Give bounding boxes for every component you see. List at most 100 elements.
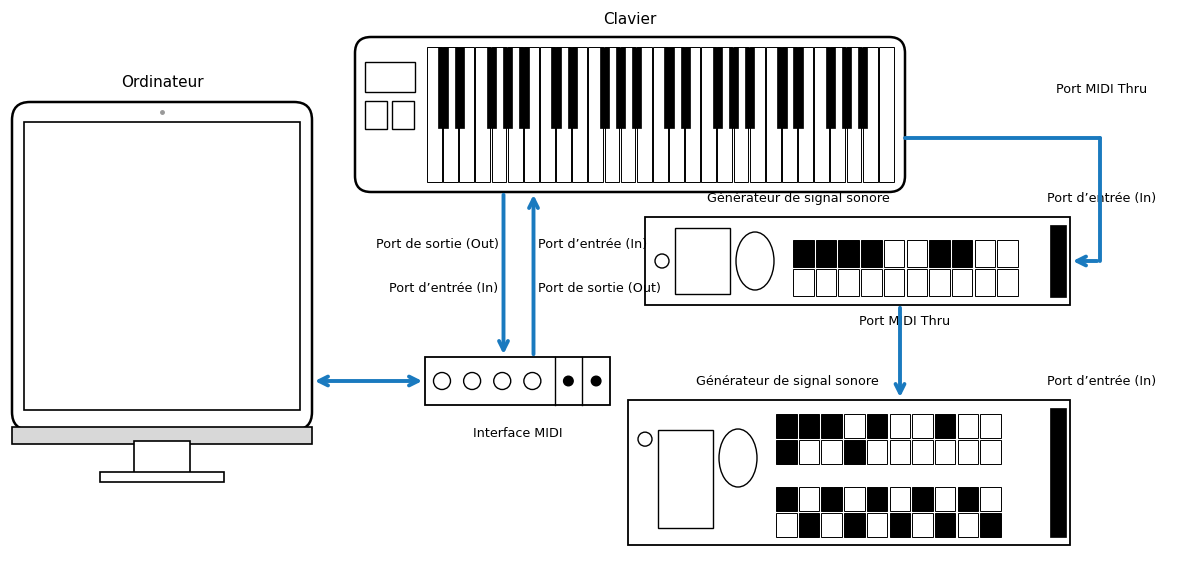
Bar: [929, 240, 950, 267]
Bar: [100, 472, 224, 482]
Circle shape: [592, 376, 601, 386]
Bar: [1050, 408, 1066, 537]
Bar: [958, 414, 978, 438]
Bar: [952, 240, 972, 267]
Text: Port d’entrée (In): Port d’entrée (In): [1048, 192, 1156, 205]
Text: Interface MIDI: Interface MIDI: [472, 427, 562, 440]
Bar: [816, 240, 836, 267]
Bar: [867, 441, 887, 464]
Bar: [766, 47, 781, 182]
Bar: [491, 47, 507, 182]
Text: Port de sortie (Out): Port de sortie (Out): [539, 282, 661, 295]
Bar: [459, 47, 474, 182]
Bar: [844, 487, 864, 511]
Bar: [798, 441, 820, 464]
Bar: [815, 47, 829, 182]
Bar: [839, 240, 859, 267]
Bar: [912, 487, 933, 511]
Text: Port MIDI Thru: Port MIDI Thru: [860, 315, 951, 328]
Bar: [702, 47, 716, 182]
Bar: [1050, 225, 1066, 297]
Bar: [980, 441, 1000, 464]
Bar: [750, 47, 764, 182]
Bar: [997, 240, 1018, 267]
FancyBboxPatch shape: [12, 102, 312, 430]
Bar: [588, 47, 603, 182]
Bar: [997, 269, 1018, 296]
Ellipse shape: [736, 232, 774, 290]
Bar: [428, 47, 442, 182]
Bar: [980, 414, 1000, 438]
Bar: [958, 487, 978, 511]
Bar: [503, 47, 513, 128]
Bar: [792, 240, 814, 267]
Bar: [776, 414, 796, 438]
Bar: [665, 47, 673, 128]
Bar: [365, 62, 415, 92]
Bar: [935, 414, 955, 438]
Bar: [822, 414, 842, 438]
Text: Port d’entrée (In): Port d’entrée (In): [1048, 375, 1156, 388]
Bar: [912, 414, 933, 438]
Circle shape: [563, 376, 573, 386]
Circle shape: [655, 254, 668, 268]
Bar: [782, 47, 797, 182]
Bar: [670, 47, 684, 182]
Bar: [573, 47, 587, 182]
FancyBboxPatch shape: [355, 37, 905, 192]
Bar: [568, 47, 578, 128]
Bar: [508, 47, 522, 182]
Bar: [844, 414, 864, 438]
Bar: [844, 513, 864, 537]
Bar: [605, 47, 619, 182]
Bar: [540, 47, 555, 182]
Bar: [907, 269, 927, 296]
Bar: [889, 414, 911, 438]
Bar: [839, 269, 859, 296]
Bar: [822, 487, 842, 511]
Bar: [844, 441, 864, 464]
Circle shape: [433, 373, 450, 390]
Bar: [952, 269, 972, 296]
Bar: [794, 47, 803, 128]
Bar: [685, 47, 700, 182]
Bar: [792, 269, 814, 296]
Text: Ordinateur: Ordinateur: [120, 75, 203, 90]
Bar: [867, 513, 887, 537]
Bar: [133, 441, 190, 476]
Bar: [713, 47, 722, 128]
Circle shape: [638, 432, 652, 446]
Bar: [637, 47, 652, 182]
Bar: [798, 47, 813, 182]
Bar: [883, 269, 905, 296]
Bar: [425, 357, 611, 405]
Bar: [861, 240, 881, 267]
Bar: [520, 47, 529, 128]
Bar: [980, 487, 1000, 511]
Bar: [24, 122, 300, 410]
Circle shape: [464, 373, 481, 390]
Bar: [907, 240, 927, 267]
Bar: [929, 269, 950, 296]
Bar: [628, 400, 1070, 545]
Bar: [912, 513, 933, 537]
Bar: [600, 47, 609, 128]
Bar: [392, 101, 415, 129]
Bar: [879, 47, 894, 182]
Text: Port de sortie (Out): Port de sortie (Out): [376, 239, 498, 252]
Ellipse shape: [719, 429, 757, 487]
Text: Clavier: Clavier: [603, 12, 657, 27]
Bar: [847, 47, 861, 182]
Bar: [632, 47, 641, 128]
Bar: [842, 47, 852, 128]
Bar: [777, 47, 787, 128]
Bar: [733, 47, 749, 182]
Text: Générateur de signal sonore: Générateur de signal sonore: [696, 375, 879, 388]
Bar: [798, 513, 820, 537]
Bar: [822, 513, 842, 537]
Circle shape: [524, 373, 541, 390]
Text: Port MIDI Thru: Port MIDI Thru: [1057, 83, 1148, 96]
Bar: [745, 47, 755, 128]
Bar: [776, 441, 796, 464]
Bar: [798, 487, 820, 511]
